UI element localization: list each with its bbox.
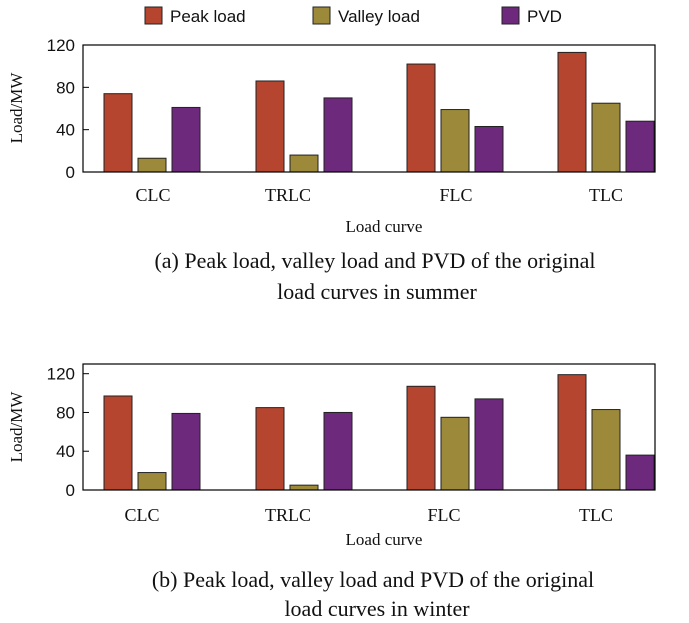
legend-swatch-pvd bbox=[501, 6, 520, 25]
winter-bars bbox=[103, 374, 655, 491]
chart-winter: 0 40 80 120 Load/MW CLC TRLC FLC TLC Load c… bbox=[7, 363, 656, 621]
summer-caption-line2: load curves in summer bbox=[277, 279, 477, 304]
winter-cat-0: CLC bbox=[124, 505, 159, 525]
summer-bar-valley-load-tlc bbox=[591, 102, 621, 173]
summer-caption-line1: (a) Peak load, valley load and PVD of th… bbox=[154, 248, 595, 273]
winter-caption-line1: (b) Peak load, valley load and PVD of th… bbox=[152, 567, 594, 592]
summer-bar-peak-load-trlc bbox=[255, 80, 285, 173]
winter-bar-peak-load-clc bbox=[103, 395, 133, 491]
legend-label-pvd: PVD bbox=[527, 7, 562, 26]
winter-caption-line2: load curves in winter bbox=[284, 596, 470, 621]
winter-bar-pvd-flc bbox=[474, 398, 504, 491]
summer-bar-valley-load-clc bbox=[137, 157, 167, 173]
legend-swatch-peak bbox=[144, 6, 163, 25]
summer-bar-valley-load-trlc bbox=[289, 154, 319, 173]
chart-summer: 0 40 80 120 Load/MW CLC TRLC FLC TLC Load c… bbox=[7, 36, 656, 304]
winter-bar-pvd-clc bbox=[171, 412, 201, 491]
winter-ytick-label-0: 0 bbox=[66, 481, 75, 500]
legend-label-peak: Peak load bbox=[170, 7, 246, 26]
summer-xlabel: Load curve bbox=[346, 217, 423, 236]
summer-bar-pvd-flc bbox=[474, 125, 504, 173]
summer-bars bbox=[103, 51, 655, 173]
winter-bar-valley-load-tlc bbox=[591, 409, 621, 491]
winter-cat-3: TLC bbox=[579, 505, 613, 525]
winter-axes-frame bbox=[82, 363, 656, 491]
summer-bar-pvd-trlc bbox=[323, 97, 353, 173]
winter-cat-2: FLC bbox=[427, 505, 460, 525]
summer-ytick-label-0: 0 bbox=[66, 163, 75, 182]
winter-bar-pvd-tlc bbox=[625, 454, 655, 491]
winter-xlabel: Load curve bbox=[346, 530, 423, 549]
summer-ytick-label-120: 120 bbox=[47, 36, 75, 55]
summer-cat-2: FLC bbox=[439, 185, 472, 205]
legend-label-valley: Valley load bbox=[338, 7, 420, 26]
winter-ticks: 0 40 80 120 bbox=[47, 365, 89, 500]
winter-bar-valley-load-trlc bbox=[289, 484, 319, 491]
summer-cat-3: TLC bbox=[589, 185, 623, 205]
winter-bar-pvd-trlc bbox=[323, 411, 353, 491]
winter-bar-peak-load-trlc bbox=[255, 407, 285, 491]
summer-bar-pvd-tlc bbox=[625, 120, 655, 173]
winter-bar-valley-load-clc bbox=[137, 472, 167, 491]
winter-bar-peak-load-flc bbox=[406, 385, 436, 491]
summer-ticks: 0 40 80 120 bbox=[47, 36, 89, 182]
winter-ytick-label-80: 80 bbox=[56, 403, 75, 422]
summer-bar-pvd-clc bbox=[171, 106, 201, 173]
summer-ytick-label-80: 80 bbox=[56, 78, 75, 97]
summer-ytick-label-40: 40 bbox=[56, 121, 75, 140]
summer-ylabel: Load/MW bbox=[7, 72, 26, 144]
legend: Peak load Valley load PVD bbox=[144, 6, 562, 26]
winter-ytick-label-40: 40 bbox=[56, 442, 75, 461]
summer-bar-peak-load-clc bbox=[103, 93, 133, 173]
legend-swatch-valley bbox=[312, 6, 331, 25]
summer-cat-1: TRLC bbox=[265, 185, 311, 205]
winter-bar-peak-load-tlc bbox=[557, 374, 587, 491]
summer-axes-frame bbox=[82, 44, 656, 173]
winter-ytick-label-120: 120 bbox=[47, 365, 75, 384]
summer-bar-peak-load-flc bbox=[406, 63, 436, 173]
winter-ylabel: Load/MW bbox=[7, 391, 26, 463]
winter-bar-valley-load-flc bbox=[440, 416, 470, 491]
winter-cat-1: TRLC bbox=[265, 505, 311, 525]
summer-bar-peak-load-tlc bbox=[557, 51, 587, 173]
summer-cat-0: CLC bbox=[135, 185, 170, 205]
summer-bar-valley-load-flc bbox=[440, 109, 470, 173]
